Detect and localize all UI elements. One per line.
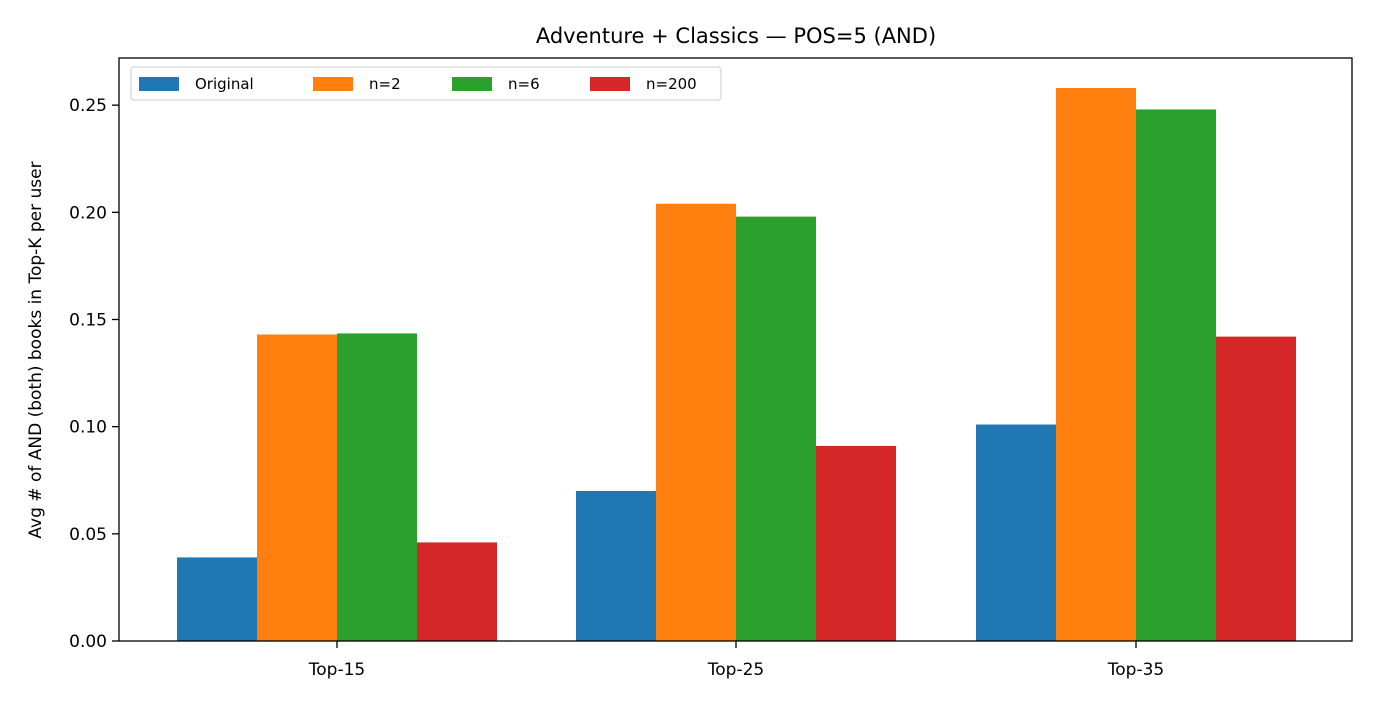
bars-group xyxy=(177,88,1296,642)
bar-original-top-35 xyxy=(976,424,1056,641)
y-tick-label: 0.10 xyxy=(69,418,107,438)
bar-n-6-top-15 xyxy=(337,333,417,641)
legend-label: n=200 xyxy=(646,75,697,93)
legend-label: n=6 xyxy=(508,75,540,93)
x-tick-label: Top-15 xyxy=(308,660,365,680)
legend-swatch xyxy=(590,77,630,91)
bar-n-2-top-25 xyxy=(656,203,736,641)
y-tick-label: 0.00 xyxy=(69,632,107,652)
legend: Original n=2 n=6 n=200 xyxy=(130,66,722,101)
y-tick-label: 0.20 xyxy=(69,203,107,223)
x-tick-label: Top-35 xyxy=(1107,660,1164,680)
bar-original-top-25 xyxy=(576,490,656,641)
legend-label: Original xyxy=(195,75,254,93)
y-tick-label: 0.05 xyxy=(69,525,107,545)
bar-n-200-top-25 xyxy=(816,445,896,641)
y-tick-label: 0.25 xyxy=(69,96,107,116)
legend-swatch xyxy=(452,77,492,91)
y-axis-label: Avg # of AND (both) books in Top-K per u… xyxy=(26,161,46,538)
bar-n-200-top-35 xyxy=(1216,336,1296,641)
chart-title: Adventure + Classics — POS=5 (AND) xyxy=(536,24,936,48)
y-axis-ticks: 0.00 0.05 0.10 0.15 0.20 0.25 xyxy=(69,96,119,652)
bar-n-6-top-25 xyxy=(736,216,816,641)
bar-n-2-top-35 xyxy=(1056,88,1136,642)
x-tick-label: Top-25 xyxy=(707,660,764,680)
bar-n-2-top-15 xyxy=(257,334,337,641)
legend-label: n=2 xyxy=(369,75,401,93)
legend-swatch xyxy=(313,77,353,91)
legend-frame xyxy=(130,66,722,101)
bar-n-6-top-35 xyxy=(1136,109,1216,642)
plot-area-frame xyxy=(118,57,1353,642)
x-axis-ticks: Top-15 Top-25 Top-35 xyxy=(308,641,1164,680)
legend-swatch xyxy=(139,77,179,91)
bar-n-200-top-15 xyxy=(417,542,497,641)
bar-original-top-15 xyxy=(177,557,257,641)
y-tick-label: 0.15 xyxy=(69,310,107,330)
